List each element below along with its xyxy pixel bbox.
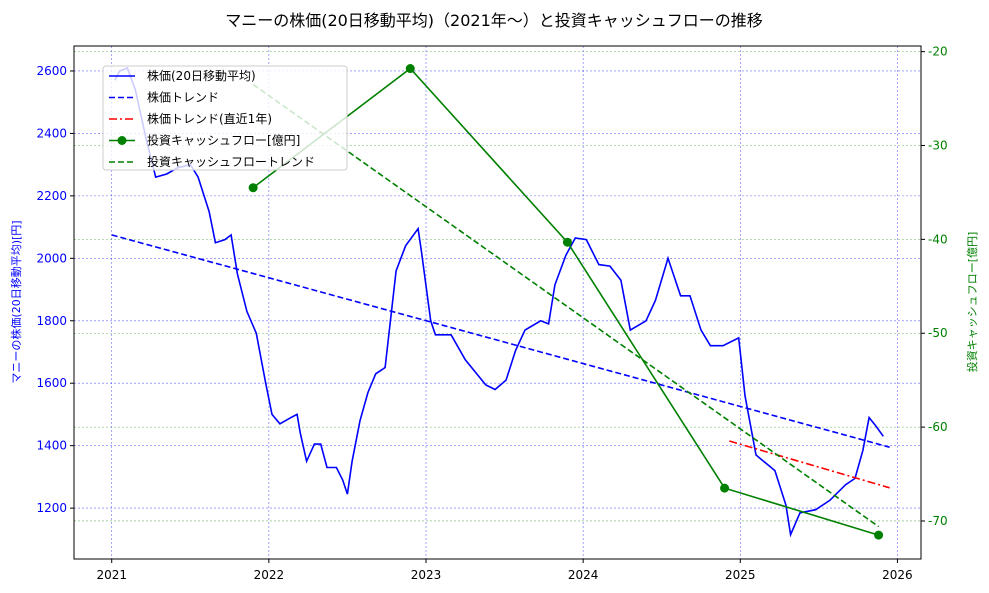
y-tick-label: 2400 [36,126,67,140]
y-tick-label: 1200 [36,501,67,515]
legend-label: 株価トレンド [147,90,219,105]
y-axis-label: マニーの株価(20日移動平均)[円] [9,220,23,383]
chart-title: マニーの株価(20日移動平均)（2021年〜）と投資キャッシュフローの推移 [225,11,763,30]
y-axis-right: -70 -60 -50 -40 -30 -20 [921,45,948,528]
investment-cf-trend-line [252,83,880,528]
y2-tick-label: -50 [928,326,948,340]
price-trend-line [111,234,890,448]
investment-cf-point [405,64,415,74]
y2-tick-label: -20 [928,45,948,59]
investment-cf-point [562,237,572,247]
legend-marker [117,136,127,145]
price-recent-trend-line [729,440,890,489]
x-tick-label: 2026 [882,568,913,582]
x-tick-label: 2024 [568,568,599,582]
y2-tick-label: -70 [928,514,948,528]
x-tick-label: 2022 [254,568,285,582]
x-tick-label: 2021 [96,568,127,582]
plot-frame [73,45,922,560]
investment-cf-point [874,530,884,540]
x-axis: 2021 2022 2023 2024 2025 2026 [96,559,913,582]
y-tick-label: 1600 [36,376,67,390]
y-tick-label: 1800 [36,314,67,328]
investment-cf-point [248,183,258,193]
y-tick-label: 2000 [36,251,67,265]
y-tick-label: 1400 [36,439,67,453]
legend-label: 投資キャッシュフロー[億円] [147,133,300,148]
y2-axis-label: 投資キャッシュフロー[億円] [965,232,979,373]
y2-tick-label: -60 [928,420,948,434]
y-tick-label: 2600 [36,64,67,78]
series-layer [111,64,890,540]
y-tick-label: 2200 [36,189,67,203]
y-axis-left: 1200 1400 1600 1800 2000 2200 2400 2600 [36,64,74,515]
grid [74,46,921,559]
legend-box [102,65,348,171]
legend-label: 投資キャッシュフロートレンド [147,154,315,169]
legend-label: 株価(20日移動平均) [147,68,256,83]
x-tick-label: 2025 [725,568,756,582]
investment-cf-point [720,483,730,493]
x-tick-label: 2023 [411,568,442,582]
legend-label: 株価トレンド(直近1年) [147,111,272,126]
y2-tick-label: -30 [928,139,948,153]
y2-tick-label: -40 [928,232,948,246]
price-line [114,66,884,538]
